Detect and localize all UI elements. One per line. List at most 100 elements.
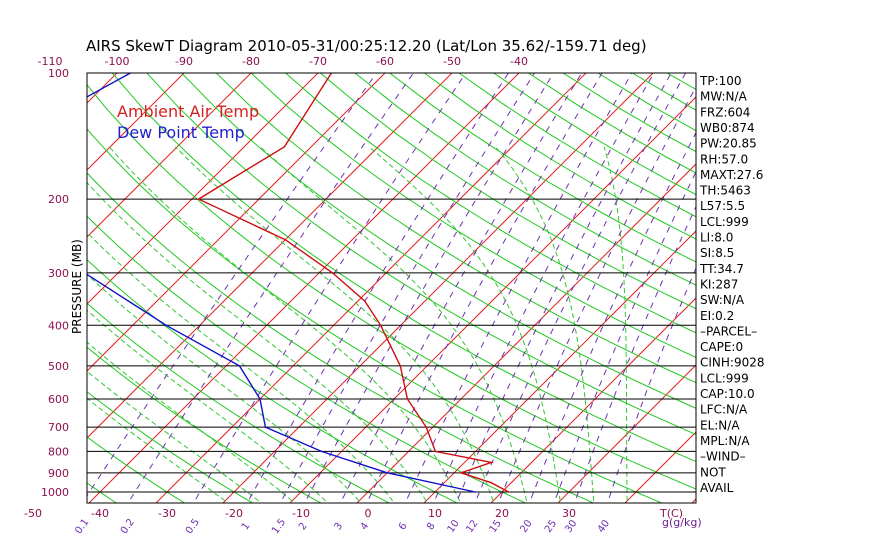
mixing-ratio-line (304, 73, 555, 503)
moist-adiabat-line (603, 146, 628, 501)
bottom-temperature-tick-label: 0 (365, 507, 372, 520)
data-point (507, 491, 510, 493)
isotherm-line (490, 297, 696, 503)
isotherm-line (356, 163, 696, 503)
index-label: TH:5463 (699, 184, 751, 198)
mixing-ratio-label: 6 (397, 521, 410, 533)
mixing-ratio-label: 25 (543, 518, 559, 535)
data-point (386, 472, 388, 474)
isotherm-line (557, 364, 696, 503)
mixing-ratio-label: 2 (297, 521, 310, 533)
isotherm-line (87, 73, 252, 238)
index-label: TT:34.7 (699, 262, 744, 276)
data-point (490, 481, 493, 484)
index-label: CINH:9028 (700, 356, 765, 370)
isotherm-line (289, 96, 696, 503)
data-point (490, 461, 493, 464)
moist-adiabat-line (175, 146, 494, 502)
isotherm-line (0, 54, 69, 510)
bottom-temperature-tick-label: -30 (158, 507, 176, 520)
pressure-tick-label: 500 (48, 360, 69, 373)
pressure-gridlines (87, 73, 696, 493)
dry-adiabat-line (181, 73, 696, 409)
mixing-ratio-line (553, 170, 696, 503)
isotherm-lines (0, 54, 870, 510)
data-point (399, 365, 402, 367)
mixing-ratio-label: 20 (518, 518, 534, 535)
top-temperature-tick-label: -90 (175, 55, 193, 68)
data-point (238, 365, 241, 367)
chart-title: AIRS SkewT Diagram 2010-05-31/00:25:12.2… (86, 37, 647, 55)
mixing-ratio-line (192, 73, 467, 503)
mixing-ratio-line (339, 73, 583, 503)
moist-adiabat-line (368, 146, 561, 501)
index-label: L57:5.5 (700, 199, 745, 213)
data-point (379, 324, 382, 327)
dry-adiabat-line (666, 73, 696, 91)
data-point (197, 198, 200, 200)
index-label: MW:N/A (700, 90, 748, 104)
isotherm-line (423, 230, 696, 503)
pressure-tick-label: 200 (48, 193, 69, 206)
index-label: LCL:999 (700, 371, 749, 385)
index-label: LCL:999 (700, 215, 749, 229)
pressure-tick-label: 800 (48, 445, 69, 458)
mixing-ratio-label: 1.5 (270, 517, 288, 536)
index-label: WB0:874 (700, 121, 755, 135)
dry-adiabat-line (250, 73, 696, 358)
index-label: NOT (700, 465, 726, 479)
dry-adiabat-line (285, 73, 696, 334)
dry-adiabat-line (771, 73, 870, 509)
data-point (283, 145, 286, 148)
pressure-tick-label: 900 (48, 467, 69, 480)
moist-adiabat-line (87, 370, 259, 502)
mixing-ratio-line (474, 73, 686, 503)
top-temperature-tick-label: -40 (510, 55, 528, 68)
bottom-temperature-tick-label: -20 (225, 507, 243, 520)
data-point (259, 398, 261, 400)
isotherm-line (753, 54, 870, 510)
dry-adiabat-line (215, 73, 696, 384)
isotherm-line (87, 73, 386, 372)
dry-adiabat-line (87, 436, 186, 503)
mixing-ratio-label: 15 (488, 518, 504, 535)
isotherm-line (87, 73, 453, 439)
mixing-ratio-label: 8 (425, 521, 438, 533)
index-label: AVAIL (700, 481, 734, 495)
dry-adiabat-line (87, 482, 118, 503)
index-label: CAPE:0 (700, 340, 743, 354)
data-point (165, 324, 168, 327)
bottom-temperature-tick-label: -40 (91, 507, 109, 520)
index-label: LFC:N/A (700, 403, 748, 417)
dry-adiabat-line (354, 73, 696, 286)
data-point (434, 450, 437, 453)
mixing-ratio-label: 4 (359, 521, 372, 533)
isotherm-line (87, 73, 185, 171)
data-point (264, 426, 267, 428)
pressure-tick-label: 1000 (41, 486, 69, 499)
dry-adiabat-line (424, 73, 696, 240)
pressure-tick-label: 300 (48, 267, 69, 280)
bottom-temperature-tick-label: 10 (428, 507, 442, 520)
dry-adiabat-line (0, 73, 57, 509)
index-label: MPL:N/A (700, 434, 750, 448)
pressure-tick-labels: 100 200 300 400 500 600 700 800 900 1000 (41, 67, 69, 499)
bottom-temperature-tick-label: -50 (24, 507, 42, 520)
pressure-tick-label: 400 (48, 319, 69, 332)
index-label: –PARCEL– (700, 324, 757, 338)
index-label: –WIND– (700, 450, 746, 464)
top-temperature-tick-label: -110 (38, 55, 63, 68)
data-point (363, 300, 366, 302)
dry-adiabat-line (319, 73, 696, 310)
data-point (320, 450, 323, 453)
mixing-ratio-line (528, 131, 696, 503)
index-label: EL:N/A (700, 418, 740, 432)
dry-adiabat-line (146, 73, 696, 436)
moist-adiabat-line (87, 341, 293, 502)
bottom-temperature-tick-label: -10 (292, 507, 310, 520)
y-axis-label: PRESSURE (MB) (70, 239, 84, 334)
bottom-temperature-tick-label: 20 (495, 507, 509, 520)
mixing-ratio-label: 0.2 (119, 517, 137, 536)
